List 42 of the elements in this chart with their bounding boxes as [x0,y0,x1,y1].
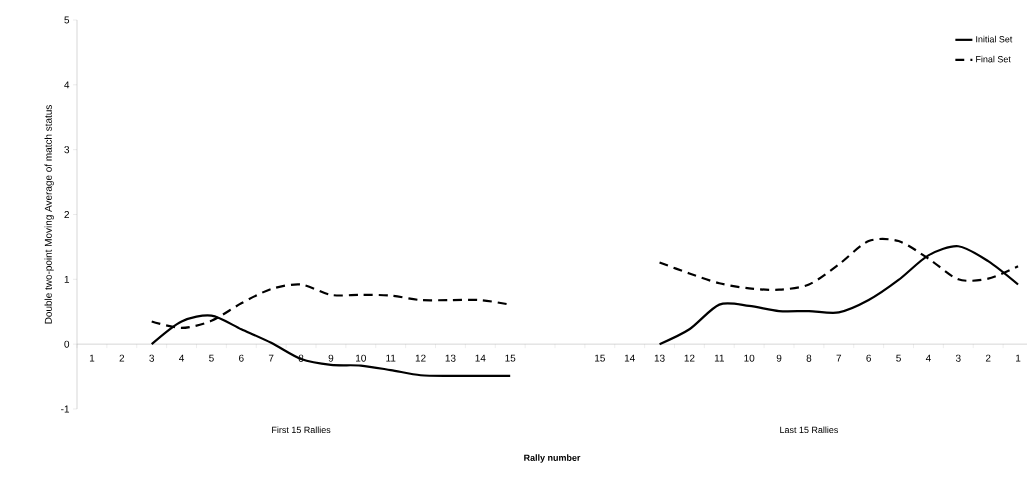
x-tick-label: 4 [179,354,185,362]
x-tick-label: 3 [955,354,961,362]
x-tick-label: 6 [239,354,244,362]
x-tick-label: 14 [624,354,635,362]
x-tick-label: 5 [209,354,214,362]
x-tick-label: 11 [714,354,724,362]
x-tick-label: 13 [654,354,665,362]
x-tick-label: 3 [149,354,155,362]
y-tick-label: 4 [64,81,70,89]
y-tick-label: 1 [64,275,70,283]
x-tick-label: 2 [985,354,991,362]
x-tick-label: 13 [445,354,456,362]
y-tick-label: 3 [64,146,70,154]
y-axis-title: Double two-point Moving Average of match status [44,105,54,324]
x-tick-label: 15 [595,354,605,362]
x-tick-label: 11 [386,354,396,362]
x-tick-label: 8 [806,354,812,362]
x-tick-label: 10 [744,354,755,362]
x-tick-label: 4 [925,354,931,362]
x-tick-label: 1 [1016,354,1021,362]
x-tick-label: 12 [684,354,695,362]
x-tick-label: 7 [836,354,842,362]
x-tick-label: 9 [776,354,782,362]
x-tick-label: 6 [866,354,872,362]
x-tick-label: 2 [119,354,125,362]
x-tick-label: 14 [475,354,486,362]
legend-label: Initial Set [976,35,1013,43]
x-tick-label: 12 [415,354,426,362]
x-tick-label: 10 [356,354,366,362]
text: Last 15 Rallies [780,426,838,434]
x-axis-title: Rally number [524,454,581,463]
y-tick-label: 5 [64,16,70,24]
x-tick-label: 7 [268,354,274,362]
y-tick-label: -1 [61,405,70,413]
y-tick-label: 2 [64,211,70,218]
x-tick-label: 5 [896,354,901,362]
y-tick-label: 0 [64,340,70,348]
x-tick-label: 15 [505,354,516,362]
x-tick-label: 1 [89,354,95,362]
legend-label: Final Set [976,55,1011,63]
text: First 15 Rallies [272,426,331,434]
x-tick-label: 9 [328,354,334,362]
